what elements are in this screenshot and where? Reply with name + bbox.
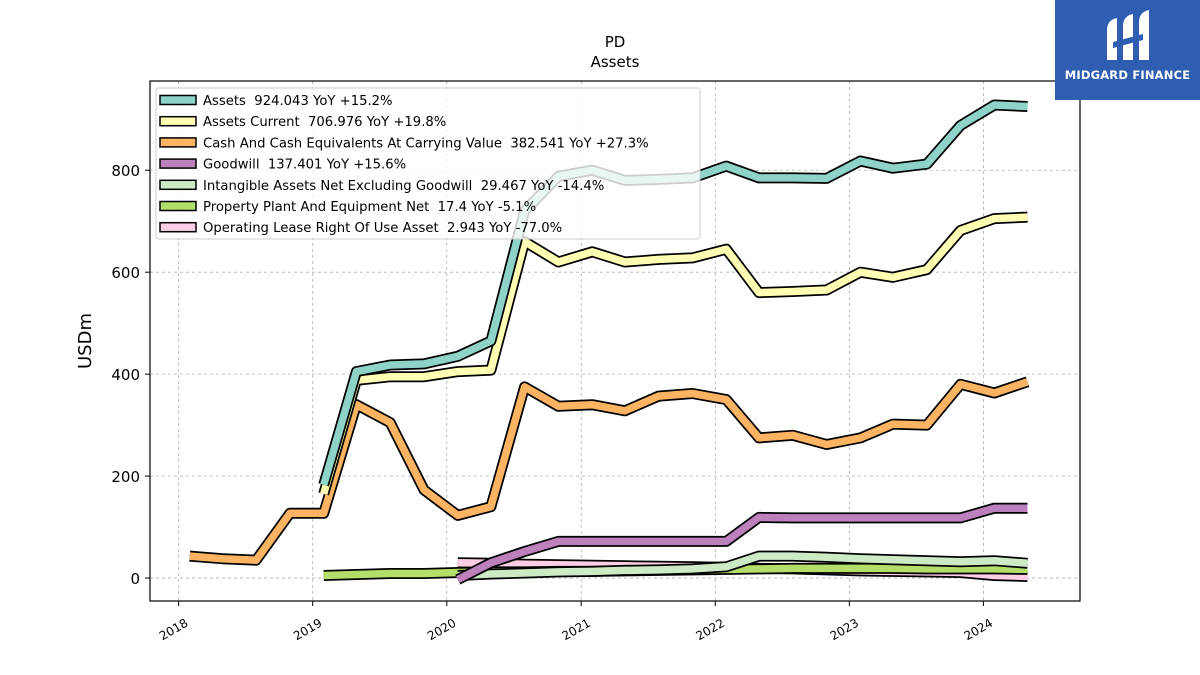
midgard-logo-icon: [1107, 10, 1149, 60]
legend-item: Assets Current 706.976 YoY +19.8%: [159, 115, 446, 130]
legend-swatch: [159, 115, 197, 127]
legend-item: Cash And Cash Equivalents At Carrying Va…: [159, 136, 649, 151]
series-stroke: [189, 378, 1029, 564]
legend-label: Goodwill 137.401 YoY +15.6%: [203, 158, 406, 173]
series-line: [189, 376, 1030, 566]
legend-label: Assets 924.043 YoY +15.2%: [203, 94, 393, 109]
legend-swatch: [159, 158, 197, 169]
legend-swatch: [159, 137, 197, 148]
y-axis: 0 200 400 600 800: [111, 162, 150, 588]
legend-item: Intangible Assets Net Excluding Goodwill…: [159, 179, 604, 194]
y-tick-label: 0: [130, 570, 140, 588]
y-tick-label: 200: [111, 468, 140, 486]
x-axis: 2018 2019 2020 2021 2022 2023 2024: [157, 601, 995, 643]
legend-box: [155, 87, 701, 240]
brand-logo: MIDGARD FINANCE: [1055, 0, 1200, 100]
legend-swatch: [159, 94, 197, 106]
legend: Assets 924.043 YoY +15.2% Assets Current …: [155, 87, 701, 240]
series-stroke: [320, 213, 1028, 495]
series-line: [457, 550, 1028, 581]
legend-item: Goodwill 137.401 YoY +15.6%: [159, 158, 406, 173]
legend-swatch: [159, 221, 197, 233]
legend-label: Intangible Assets Net Excluding Goodwill…: [203, 179, 604, 194]
legend-label: Assets Current 706.976 YoY +19.8%: [203, 115, 446, 130]
legend-item: Assets 924.043 YoY +15.2%: [159, 94, 393, 109]
brand-name: MIDGARD FINANCE: [1064, 68, 1191, 82]
x-tick-label: 2020: [425, 616, 458, 643]
x-tick-label: 2024: [962, 616, 995, 643]
series-line: [455, 502, 1028, 585]
legend-swatch: [159, 200, 197, 212]
legend-label: Property Plant And Equipment Net 17.4 Yo…: [203, 200, 536, 215]
y-tick-label: 800: [111, 162, 140, 180]
legend-label: Cash And Cash Equivalents At Carrying Va…: [203, 136, 649, 151]
plot-frame: [149, 80, 1081, 602]
y-tick-label: 400: [111, 366, 140, 384]
series-stroke: [456, 504, 1028, 583]
y-tick-label: 600: [111, 264, 140, 282]
chart-title: PD: [605, 33, 626, 51]
chart-subtitle: Assets: [591, 53, 640, 71]
legend-label: Operating Lease Right Of Use Asset 2.943…: [203, 221, 562, 236]
y-axis-label: USDm: [75, 313, 96, 369]
legend-item: Operating Lease Right Of Use Asset 2.943…: [159, 221, 562, 236]
legend-swatch: [159, 179, 197, 191]
x-tick-label: 2023: [828, 616, 861, 643]
legend-item: Property Plant And Equipment Net 17.4 Yo…: [159, 200, 536, 215]
series-line: [318, 211, 1028, 496]
series-stroke: [457, 552, 1028, 580]
x-tick-label: 2018: [157, 616, 190, 643]
x-tick-label: 2019: [291, 616, 324, 643]
x-tick-label: 2021: [559, 616, 592, 643]
x-tick-label: 2022: [694, 616, 727, 643]
